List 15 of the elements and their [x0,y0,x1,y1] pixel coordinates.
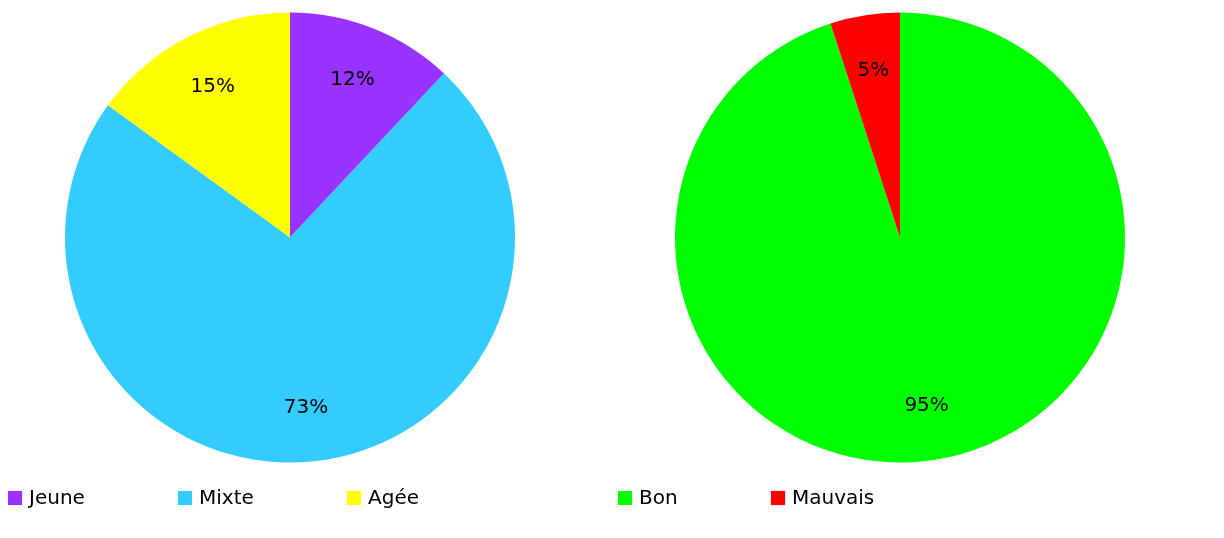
data-label: 12% [330,66,375,91]
pie-slice [290,12,445,238]
data-label: 73% [283,393,329,418]
pie-slice [830,12,900,238]
legend-label: Mixte [199,485,254,509]
pie-slice [675,12,1125,463]
legend-label: Jeune [27,485,85,509]
data-label: 15% [190,73,236,98]
legend-label: Agée [368,485,419,509]
pie-slice [107,12,290,238]
data-label: 5% [857,56,890,81]
pie-slice [65,73,515,463]
data-label: 95% [904,392,949,417]
legend-label: Bon [639,485,678,509]
legend-label: Mauvais [792,485,875,509]
